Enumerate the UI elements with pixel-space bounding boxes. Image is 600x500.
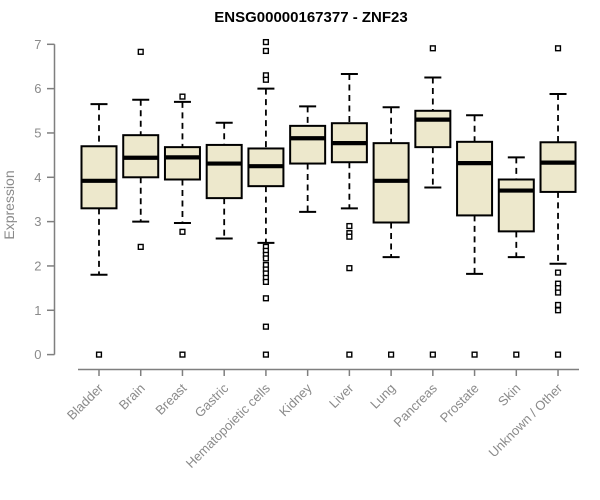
- outlier-marker: [346, 222, 353, 230]
- y-tick-label: 3: [34, 214, 41, 229]
- box-group-kidney: [289, 105, 327, 213]
- outlier-marker: [554, 289, 562, 296]
- x-tick-label-lung: Lung: [367, 381, 398, 412]
- outlier-marker: [554, 45, 562, 52]
- outlier-marker: [262, 255, 270, 262]
- box-group-gastric: [205, 121, 243, 240]
- outlier-marker: [137, 48, 144, 55]
- y-axis-title: Expression: [1, 170, 17, 239]
- box-group-bladder: [80, 103, 118, 358]
- outlier-marker: [429, 351, 436, 358]
- x-tick-label-bladder: Bladder: [64, 380, 107, 423]
- outlier-marker: [429, 45, 436, 52]
- chart-title: ENSG00000167377 - ZNF23: [214, 9, 407, 26]
- outlier-marker: [262, 295, 270, 302]
- x-tick-label-prostate: Prostate: [437, 381, 482, 426]
- iqr-box: [456, 140, 494, 217]
- outlier-marker: [262, 38, 270, 46]
- iqr-box: [80, 145, 118, 210]
- x-tick-label-pancreas: Pancreas: [391, 380, 441, 430]
- outlier-marker: [179, 351, 186, 358]
- outlier-marker: [179, 93, 186, 100]
- y-tick-label: 7: [34, 37, 41, 52]
- box-group-skin: [497, 156, 535, 358]
- x-tick-label-breast: Breast: [152, 380, 189, 417]
- boxes-layer: [80, 38, 577, 358]
- box-group-pancreas: [414, 45, 452, 358]
- outlier-marker: [554, 269, 562, 276]
- x-tick-label-brain: Brain: [116, 381, 148, 413]
- outlier-marker: [346, 351, 353, 358]
- y-tick-label: 2: [34, 258, 41, 273]
- outlier-marker: [262, 278, 270, 286]
- x-tick-label-unknown-other: Unknown / Other: [486, 380, 566, 460]
- outlier-marker: [471, 351, 478, 358]
- x-tick-label-gastric: Gastric: [192, 380, 232, 420]
- y-tick-label: 6: [34, 81, 41, 96]
- iqr-box: [163, 146, 201, 181]
- outlier-marker: [262, 323, 270, 330]
- outlier-marker: [554, 351, 562, 358]
- box-group-unknown-other: [539, 45, 577, 358]
- y-tick-label: 4: [34, 170, 41, 185]
- x-tick-label-liver: Liver: [326, 380, 357, 411]
- iqr-box: [414, 109, 452, 149]
- box-group-liver: [330, 73, 368, 358]
- outlier-marker: [262, 76, 270, 83]
- x-tick-label-kidney: Kidney: [276, 380, 315, 419]
- iqr-box: [205, 143, 243, 200]
- outlier-marker: [179, 228, 186, 235]
- outlier-marker: [388, 351, 395, 358]
- outlier-marker: [513, 351, 520, 358]
- box-group-hematopoietic-cells: [247, 38, 285, 358]
- outlier-marker: [262, 351, 270, 358]
- outlier-marker: [346, 233, 353, 240]
- outlier-marker: [262, 47, 270, 55]
- outlier-marker: [554, 307, 562, 314]
- outlier-marker: [554, 301, 562, 309]
- y-tick-label: 5: [34, 125, 41, 140]
- iqr-box: [539, 141, 577, 193]
- x-tick-label-skin: Skin: [495, 381, 523, 409]
- iqr-box: [497, 178, 535, 233]
- box-group-brain: [122, 48, 160, 250]
- box-group-breast: [163, 93, 201, 358]
- outlier-marker: [137, 243, 144, 250]
- outlier-marker: [346, 265, 353, 272]
- y-tick-label: 1: [34, 303, 41, 318]
- box-group-lung: [372, 106, 410, 358]
- iqr-box: [289, 124, 327, 165]
- y-tick-label: 0: [34, 347, 41, 362]
- outlier-marker: [95, 351, 103, 358]
- box-group-prostate: [456, 114, 494, 358]
